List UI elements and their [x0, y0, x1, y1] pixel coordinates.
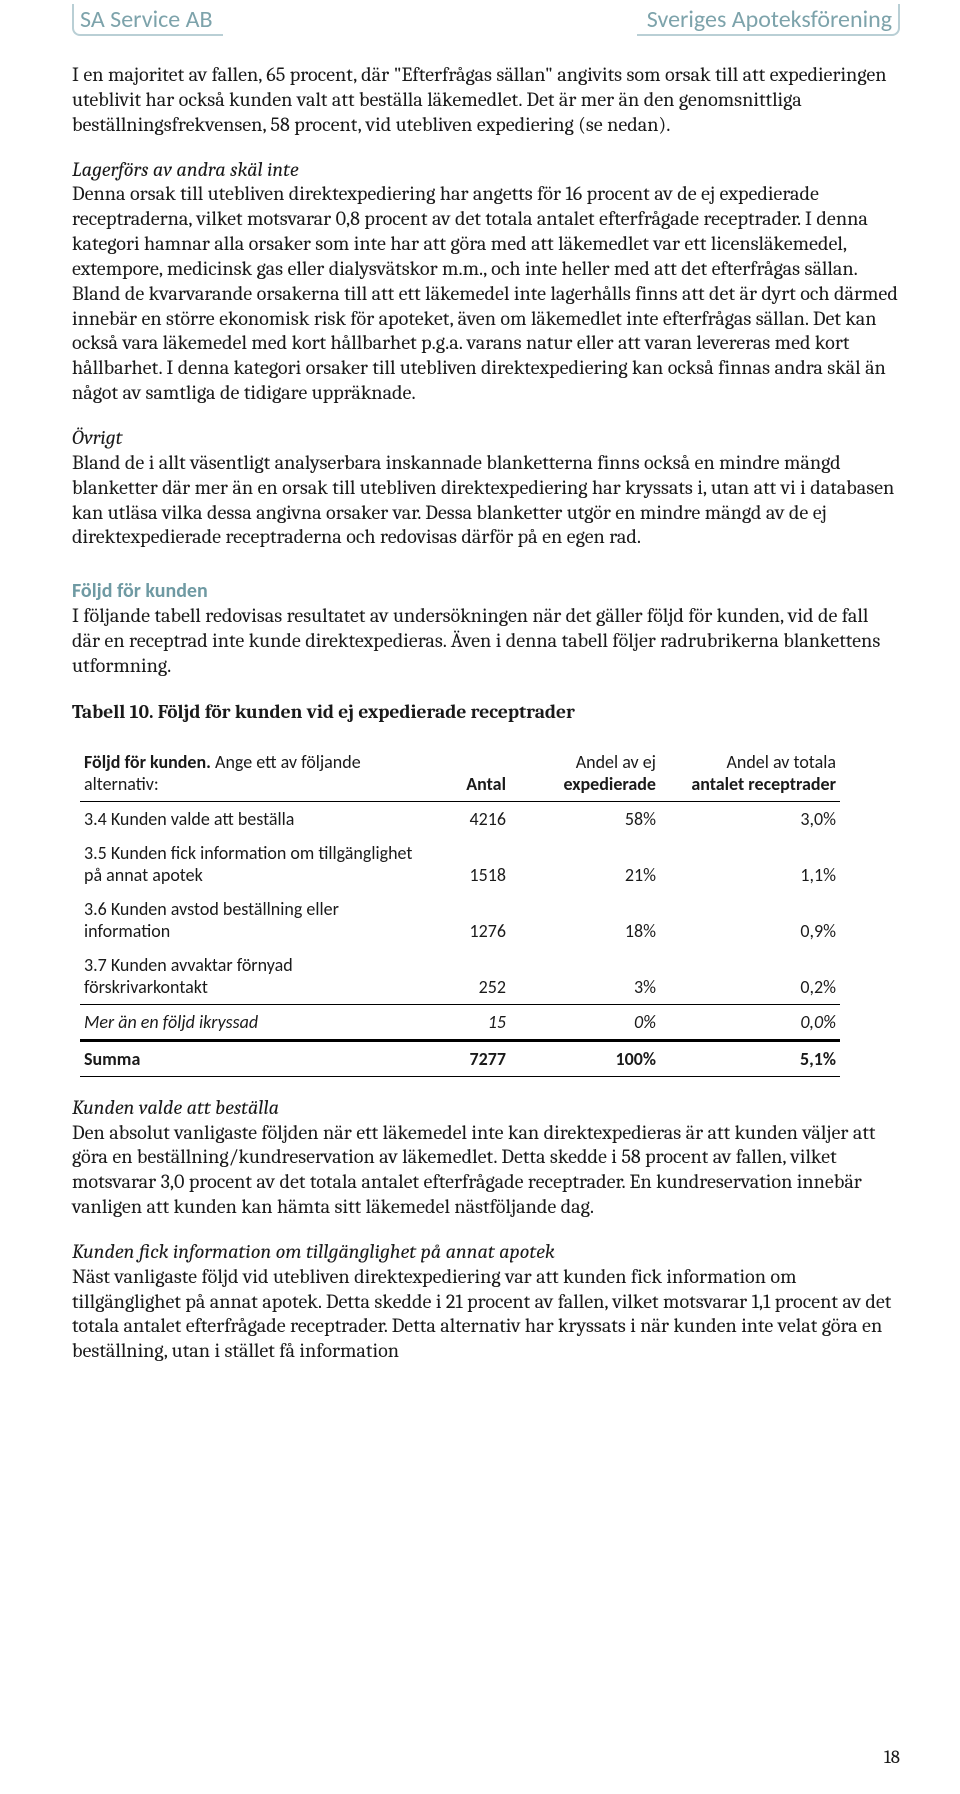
section-lagerfors-title: Lagerförs av andra skäl inte [72, 159, 900, 184]
section-kunden-valde: Kunden valde att beställa Den absolut va… [72, 1097, 900, 1221]
table-row: 3.5 Kunden fick information om tillgängl… [80, 836, 840, 892]
table-row-mer: Mer än en följd ikryssad 15 0% 0,0% [80, 1004, 840, 1040]
section-lagerfors-body: Denna orsak till utebliven direktexpedie… [72, 183, 900, 407]
th-antal: Antal [420, 745, 510, 802]
page-number: 18 [884, 1746, 900, 1768]
section-kunden-valde-body: Den absolut vanligaste följden när ett l… [72, 1122, 900, 1221]
table-row: 3.4 Kunden valde att beställa 4216 58% 3… [80, 801, 840, 836]
table-row: 3.6 Kunden avstod beställning eller info… [80, 892, 840, 948]
section-kunden-fick: Kunden fick information om tillgänglighe… [72, 1241, 900, 1365]
header-left: SA Service AB [72, 4, 223, 36]
page-header: SA Service AB Sveriges Apoteksförening [72, 0, 900, 38]
th-andel-tot: Andel av totala antalet receptrader [660, 745, 840, 802]
paragraph-foljd-intro: I följande tabell redovisas resultatet a… [72, 605, 900, 680]
table-foljd: Följd för kunden. Ange ett av följande a… [80, 745, 840, 1077]
page: SA Service AB Sveriges Apoteksförening I… [0, 0, 960, 1794]
th-label-strong: Följd för kunden. [84, 751, 211, 773]
table-row-summa: Summa 7277 100% 5,1% [80, 1040, 840, 1076]
section-ovrigt-body: Bland de i allt väsentligt analyserbara … [72, 452, 900, 551]
section-ovrigt-title: Övrigt [72, 427, 900, 452]
heading-foljd: Följd för kunden [72, 579, 900, 603]
paragraph-intro: I en majoritet av fallen, 65 procent, dä… [72, 64, 900, 139]
section-kunden-fick-body: Näst vanligaste följd vid utebliven dire… [72, 1266, 900, 1365]
table-row: 3.7 Kunden avvaktar förnyad förskrivarko… [80, 948, 840, 1005]
table-caption: Tabell 10. Följd för kunden vid ej exped… [72, 700, 900, 723]
th-label: Följd för kunden. Ange ett av följande a… [80, 745, 420, 802]
section-lagerfors: Lagerförs av andra skäl inte Denna orsak… [72, 159, 900, 407]
section-ovrigt: Övrigt Bland de i allt väsentligt analys… [72, 427, 900, 551]
header-right: Sveriges Apoteksförening [637, 4, 900, 36]
section-kunden-fick-title: Kunden fick information om tillgänglighe… [72, 1241, 900, 1266]
section-kunden-valde-title: Kunden valde att beställa [72, 1097, 900, 1122]
th-andel-ej: Andel av ej expedierade [510, 745, 660, 802]
